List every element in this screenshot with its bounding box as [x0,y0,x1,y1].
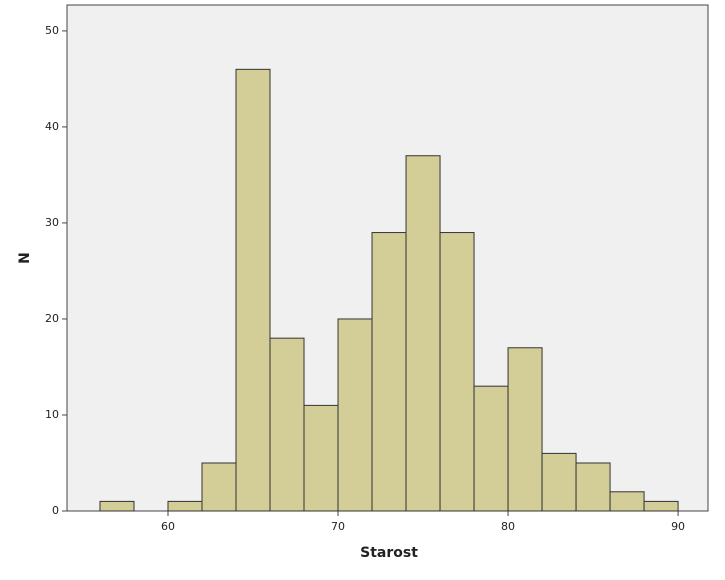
bar [507,347,543,512]
bar [609,491,645,512]
y-axis-title: N [17,252,33,264]
y-tick-label: 10 [45,408,59,421]
bar [643,500,679,512]
x-axis-title: Starost [360,545,418,561]
x-tick-label: 60 [161,520,175,533]
x-tick-label: 90 [671,520,685,533]
bar [439,232,475,512]
bar [167,500,203,512]
bar [473,385,509,512]
x-tick-label: 80 [501,520,515,533]
bar [99,500,135,512]
bar [201,462,237,512]
bar [235,68,271,512]
bar [575,462,611,512]
y-tick-label: 30 [45,216,59,229]
y-tick-label: 50 [45,24,59,37]
y-tick-label: 0 [52,504,59,517]
bar [405,155,441,512]
x-tick-label: 70 [331,520,345,533]
bar [269,337,305,512]
bar [541,452,577,512]
y-tick-label: 20 [45,312,59,325]
y-tick-label: 40 [45,120,59,133]
bar [337,318,373,512]
bar [371,232,407,512]
bar [303,404,339,512]
